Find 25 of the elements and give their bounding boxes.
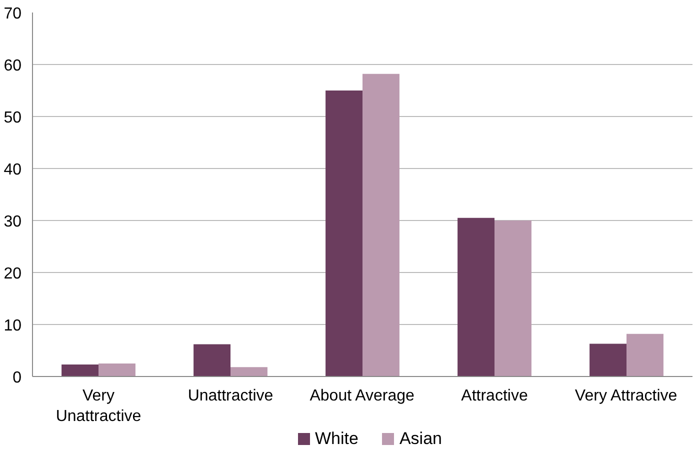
- y-tick-label: 70: [4, 6, 22, 22]
- bar: [62, 364, 98, 376]
- y-tick-label: 10: [4, 318, 22, 334]
- bar: [362, 74, 400, 376]
- bar: [590, 344, 626, 376]
- y-tick-label: 20: [4, 266, 22, 282]
- bar: [98, 364, 136, 376]
- x-tick-label: Attractive: [461, 388, 528, 404]
- y-tick-label: 60: [4, 58, 22, 74]
- bar: [494, 220, 532, 376]
- y-tick-label: 30: [4, 214, 22, 230]
- x-tick-label: Unattractive: [188, 388, 274, 404]
- y-tick-label: 50: [4, 110, 22, 126]
- bar: [194, 344, 230, 376]
- y-tick-label: 40: [4, 162, 22, 178]
- legend-label: Asian: [399, 428, 442, 450]
- bar: [626, 334, 664, 376]
- x-tick-label: Very Attractive: [574, 388, 678, 404]
- y-tick-label: 0: [12, 370, 22, 386]
- bar: [230, 367, 268, 376]
- legend-label: White: [315, 428, 358, 450]
- bar: [326, 90, 362, 376]
- bar: [458, 218, 494, 376]
- x-tick-label: About Average: [310, 388, 414, 404]
- x-tick-label: Very Unattractive: [56, 388, 142, 425]
